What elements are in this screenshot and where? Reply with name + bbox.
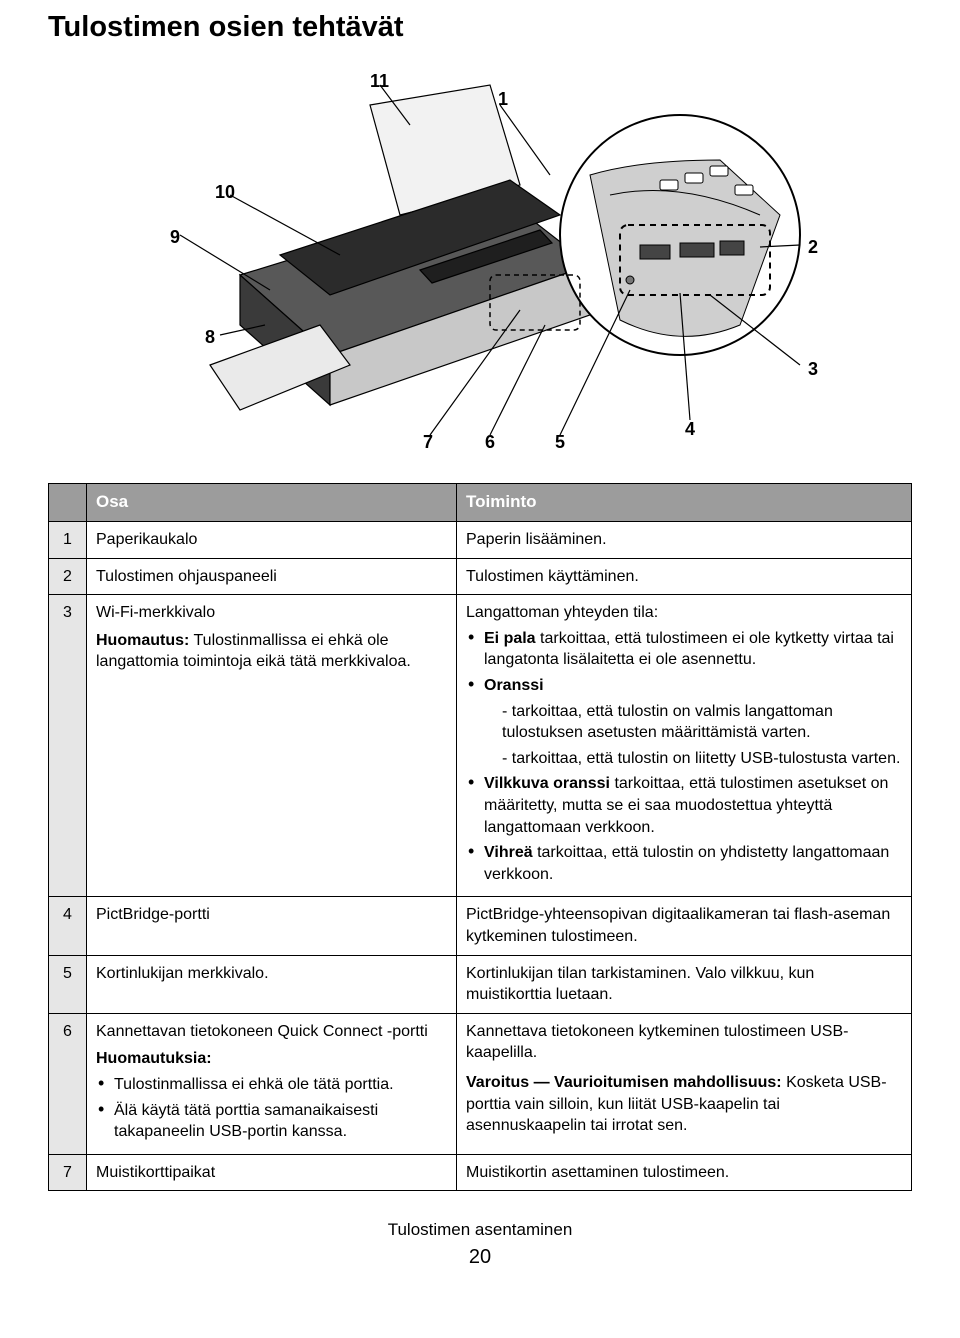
part-name: Wi-Fi-merkkivalo [96, 602, 447, 624]
row-num: 1 [49, 522, 87, 559]
bullet-strong: Oranssi [484, 677, 544, 694]
row-num: 4 [49, 897, 87, 955]
row-part: Tulostimen ohjauspaneeli [87, 558, 457, 595]
callout-8: 8 [205, 325, 215, 349]
row-func: Kortinlukijan tilan tarkistaminen. Valo … [457, 955, 912, 1013]
func-lead: Langattoman yhteyden tila: [466, 602, 902, 624]
row-num: 7 [49, 1154, 87, 1191]
list-item: Älä käytä tätä porttia samanaikaisesti t… [96, 1100, 447, 1143]
sub-line: - tarkoittaa, että tulostin on liitetty … [484, 748, 902, 770]
footer-page-number: 20 [48, 1244, 912, 1271]
list-item: Ei pala tarkoittaa, että tulostimeen ei … [466, 628, 902, 671]
note-label: Huomautus: [96, 632, 189, 649]
row-part: Muistikorttipaikat [87, 1154, 457, 1191]
table-row: 2 Tulostimen ohjauspaneeli Tulostimen kä… [49, 558, 912, 595]
table-row: 5 Kortinlukijan merkkivalo. Kortinlukija… [49, 955, 912, 1013]
bullet-rest: tarkoittaa, että tulostin on yhdistetty … [484, 844, 889, 883]
table-row: 7 Muistikorttipaikat Muistikortin asetta… [49, 1154, 912, 1191]
row-part: Kortinlukijan merkkivalo. [87, 955, 457, 1013]
row-num: 5 [49, 955, 87, 1013]
printer-illustration [120, 65, 840, 465]
th-part: Osa [87, 484, 457, 522]
page-title: Tulostimen osien tehtävät [48, 8, 912, 47]
callout-10: 10 [215, 180, 235, 204]
row-func: Paperin lisääminen. [457, 522, 912, 559]
callout-9: 9 [170, 225, 180, 249]
row-part: Wi-Fi-merkkivalo Huomautus: Tulostinmall… [87, 595, 457, 897]
warn-label: Varoitus — Vaurioitumisen mahdollisuus: [466, 1074, 782, 1091]
list-item: Vihreä tarkoittaa, että tulostin on yhdi… [466, 842, 902, 885]
part-name: Kannettavan tietokoneen Quick Connect -p… [96, 1021, 447, 1043]
part-notes-list: Tulostinmallissa ei ehkä ole tätä portti… [96, 1074, 447, 1143]
bullet-strong: Vilkkuva oranssi [484, 775, 610, 792]
row-func: PictBridge-yhteensopivan digitaalikamera… [457, 897, 912, 955]
list-item: Vilkkuva oranssi tarkoittaa, että tulost… [466, 773, 902, 838]
callout-7: 7 [423, 430, 433, 454]
footer-section: Tulostimen asentaminen [48, 1219, 912, 1242]
parts-table: Osa Toiminto 1 Paperikaukalo Paperin lis… [48, 483, 912, 1191]
row-part: Paperikaukalo [87, 522, 457, 559]
row-num: 3 [49, 595, 87, 897]
sub-line: - tarkoittaa, että tulostin on valmis la… [484, 701, 902, 744]
row-func: Langattoman yhteyden tila: Ei pala tarko… [457, 595, 912, 897]
func-warning: Varoitus — Vaurioitumisen mahdollisuus: … [466, 1072, 902, 1137]
bullet-strong: Vihreä [484, 844, 533, 861]
note-label: Huomautuksia: [96, 1048, 447, 1070]
func-list: Ei pala tarkoittaa, että tulostimeen ei … [466, 628, 902, 886]
page-footer: Tulostimen asentaminen 20 [48, 1219, 912, 1271]
callout-4: 4 [685, 417, 695, 441]
table-row: 6 Kannettavan tietokoneen Quick Connect … [49, 1013, 912, 1154]
row-num: 2 [49, 558, 87, 595]
part-note: Huomautus: Tulostinmallissa ei ehkä ole … [96, 630, 447, 673]
printer-diagram: 11 10 9 8 1 2 3 4 5 6 7 [120, 65, 840, 465]
callout-11: 11 [370, 69, 389, 93]
table-row: 1 Paperikaukalo Paperin lisääminen. [49, 522, 912, 559]
bullet-strong: Ei pala [484, 630, 536, 647]
callout-1: 1 [498, 87, 508, 111]
callout-6: 6 [485, 430, 495, 454]
row-func: Muistikortin asettaminen tulostimeen. [457, 1154, 912, 1191]
row-func: Tulostimen käyttäminen. [457, 558, 912, 595]
row-func: Kannettava tietokoneen kytkeminen tulost… [457, 1013, 912, 1154]
list-item: Oranssi - tarkoittaa, että tulostin on v… [466, 675, 902, 769]
callout-5: 5 [555, 430, 565, 454]
row-part: PictBridge-portti [87, 897, 457, 955]
list-item: Tulostinmallissa ei ehkä ole tätä portti… [96, 1074, 447, 1096]
row-num: 6 [49, 1013, 87, 1154]
bullet-rest: tarkoittaa, että tulostimeen ei ole kytk… [484, 630, 894, 669]
callout-2: 2 [808, 235, 818, 259]
callout-3: 3 [808, 357, 818, 381]
func-p1: Kannettava tietokoneen kytkeminen tulost… [466, 1021, 902, 1064]
table-row: 3 Wi-Fi-merkkivalo Huomautus: Tulostinma… [49, 595, 912, 897]
th-function: Toiminto [457, 484, 912, 522]
th-blank [49, 484, 87, 522]
table-row: 4 PictBridge-portti PictBridge-yhteensop… [49, 897, 912, 955]
row-part: Kannettavan tietokoneen Quick Connect -p… [87, 1013, 457, 1154]
